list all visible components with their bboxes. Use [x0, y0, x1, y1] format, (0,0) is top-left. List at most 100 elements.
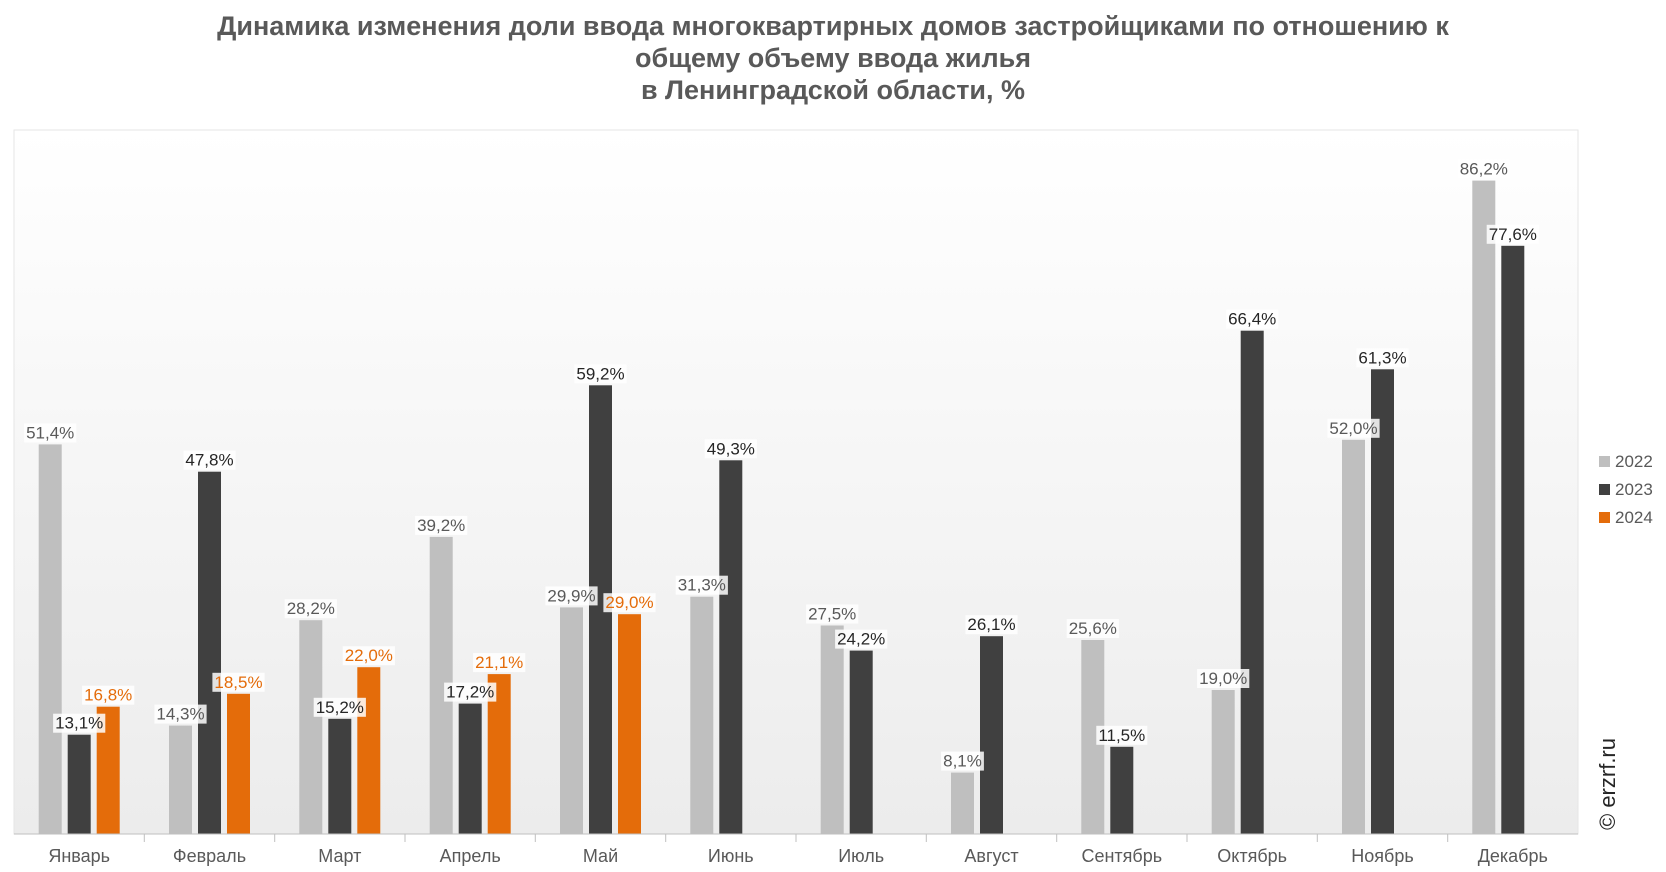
legend-swatch-2023 — [1599, 484, 1610, 495]
x-axis-ticks — [143, 834, 1449, 842]
data-label-bg — [806, 604, 859, 624]
data-label-bg — [24, 423, 77, 443]
data-label-bg — [1096, 725, 1148, 745]
chart-title-line-2: общему объему ввода жилья — [635, 43, 1031, 73]
bar-2024-3 — [357, 667, 381, 834]
category-label-9: Сентябрь — [1081, 846, 1162, 866]
bars-layer — [38, 180, 1525, 835]
bar-2024-2 — [227, 693, 250, 834]
data-label-bg — [603, 593, 656, 613]
chart-title-line-1: Динамика изменения доли ввода многокварт… — [217, 11, 1449, 41]
bar-2024-4 — [487, 674, 511, 834]
bar-2023-5 — [589, 385, 612, 834]
data-label-2023-8: 26,1% — [967, 615, 1015, 634]
data-label-2022-4: 39,2% — [417, 516, 465, 535]
data-label-bg — [444, 682, 497, 702]
data-label-bg — [183, 450, 236, 470]
legend: 2022 2023 2024 — [1599, 452, 1653, 527]
data-label-2023-7: 24,2% — [837, 630, 885, 649]
bar-2022-4 — [429, 536, 453, 834]
category-label-1: Январь — [48, 846, 110, 866]
data-label-bg — [675, 575, 728, 595]
data-label-2022-6: 31,3% — [678, 576, 726, 595]
data-label-bg — [941, 751, 984, 771]
bar-2024-5 — [618, 614, 641, 834]
data-label-2022-10: 19,0% — [1199, 669, 1247, 688]
data-label-2023-4: 17,2% — [446, 683, 494, 702]
data-label-2023-2: 47,8% — [185, 451, 233, 470]
data-label-2024-5: 29,0% — [605, 593, 653, 612]
data-label-bg — [1066, 619, 1119, 638]
data-label-2022-2: 14,3% — [156, 705, 204, 724]
bar-2023-12 — [1501, 245, 1525, 835]
category-label-8: Август — [964, 846, 1018, 866]
data-label-bg — [1197, 669, 1250, 688]
data-label-2022-8: 8,1% — [943, 752, 982, 771]
category-label-2: Февраль — [173, 846, 246, 866]
data-label-2023-9: 11,5% — [1098, 726, 1145, 745]
data-label-2023-1: 13,1% — [55, 714, 103, 733]
data-label-2022-1: 51,4% — [26, 423, 74, 442]
x-axis-labels: Январь Февраль Март Апрель Май Июнь Июль Август… — [48, 846, 1548, 866]
data-label-bg — [1457, 159, 1510, 179]
bar-2022-10 — [1211, 690, 1235, 834]
plot-area — [13, 129, 1579, 835]
data-label-2022-11: 52,0% — [1329, 419, 1377, 438]
data-label-bg — [342, 646, 395, 666]
bar-2023-10 — [1240, 330, 1264, 834]
legend-label-2024: 2024 — [1615, 508, 1653, 527]
bar-2022-3 — [299, 620, 323, 834]
bar-2022-7 — [820, 625, 844, 834]
data-label-bg — [284, 599, 337, 619]
category-label-4: Апрель — [440, 846, 501, 866]
data-label-2023-12: 77,6% — [1489, 225, 1537, 244]
bar-2022-5 — [560, 607, 583, 834]
data-label-2023-3: 15,2% — [316, 698, 364, 717]
bar-2023-2 — [198, 471, 221, 834]
data-label-bg — [473, 653, 526, 673]
bar-2023-9 — [1110, 746, 1134, 834]
category-label-10: Октябрь — [1217, 846, 1287, 866]
bar-2023-11 — [1371, 369, 1394, 834]
bar-2022-8 — [951, 772, 974, 834]
chart-title-line-3: в Ленинградской области, % — [640, 75, 1026, 105]
data-label-2022-3: 28,2% — [287, 599, 335, 618]
category-label-3: Март — [318, 846, 361, 866]
data-label-2023-5: 59,2% — [576, 364, 624, 383]
bar-2023-6 — [719, 460, 743, 834]
bar-2022-1 — [38, 444, 62, 834]
chart-title: Динамика изменения доли ввода многокварт… — [0, 10, 1666, 106]
data-label-bg — [415, 515, 468, 535]
bar-2023-8 — [980, 636, 1003, 834]
bar-2022-11 — [1342, 439, 1365, 834]
data-label-2022-9: 25,6% — [1069, 619, 1117, 638]
data-label-2024-1: 16,8% — [84, 686, 132, 705]
data-label-2023-6: 49,3% — [707, 439, 755, 458]
legend-swatch-2024 — [1599, 512, 1610, 523]
data-label-2024-3: 22,0% — [345, 646, 393, 665]
data-labels-layer: 51,4% 13,1% 16,8% 14,3% 47,8% 18,5% 28,2% 15,2%… — [24, 159, 1539, 771]
bar-2023-4 — [458, 703, 482, 834]
legend-label-2022: 2022 — [1615, 452, 1653, 471]
data-label-bg — [965, 615, 1018, 635]
data-label-bg — [704, 439, 757, 459]
bar-2023-3 — [328, 718, 352, 834]
category-label-5: Май — [583, 846, 618, 866]
bar-2022-9 — [1081, 640, 1105, 834]
data-label-2022-5: 29,9% — [547, 586, 595, 605]
data-label-bg — [53, 713, 106, 733]
data-label-bg — [835, 629, 888, 649]
data-label-2024-4: 21,1% — [475, 653, 523, 672]
data-label-bg — [154, 704, 207, 724]
data-label-bg — [1486, 224, 1539, 244]
bar-2024-1 — [96, 706, 120, 834]
data-label-bg — [1356, 348, 1409, 368]
data-label-bg — [574, 364, 627, 384]
bar-2023-1 — [67, 734, 91, 834]
category-label-6: Июнь — [708, 846, 754, 866]
data-label-2022-7: 27,5% — [808, 605, 856, 624]
category-label-11: Ноябрь — [1351, 846, 1413, 866]
bar-2022-12 — [1472, 180, 1496, 835]
data-label-2023-10: 66,4% — [1228, 310, 1276, 329]
